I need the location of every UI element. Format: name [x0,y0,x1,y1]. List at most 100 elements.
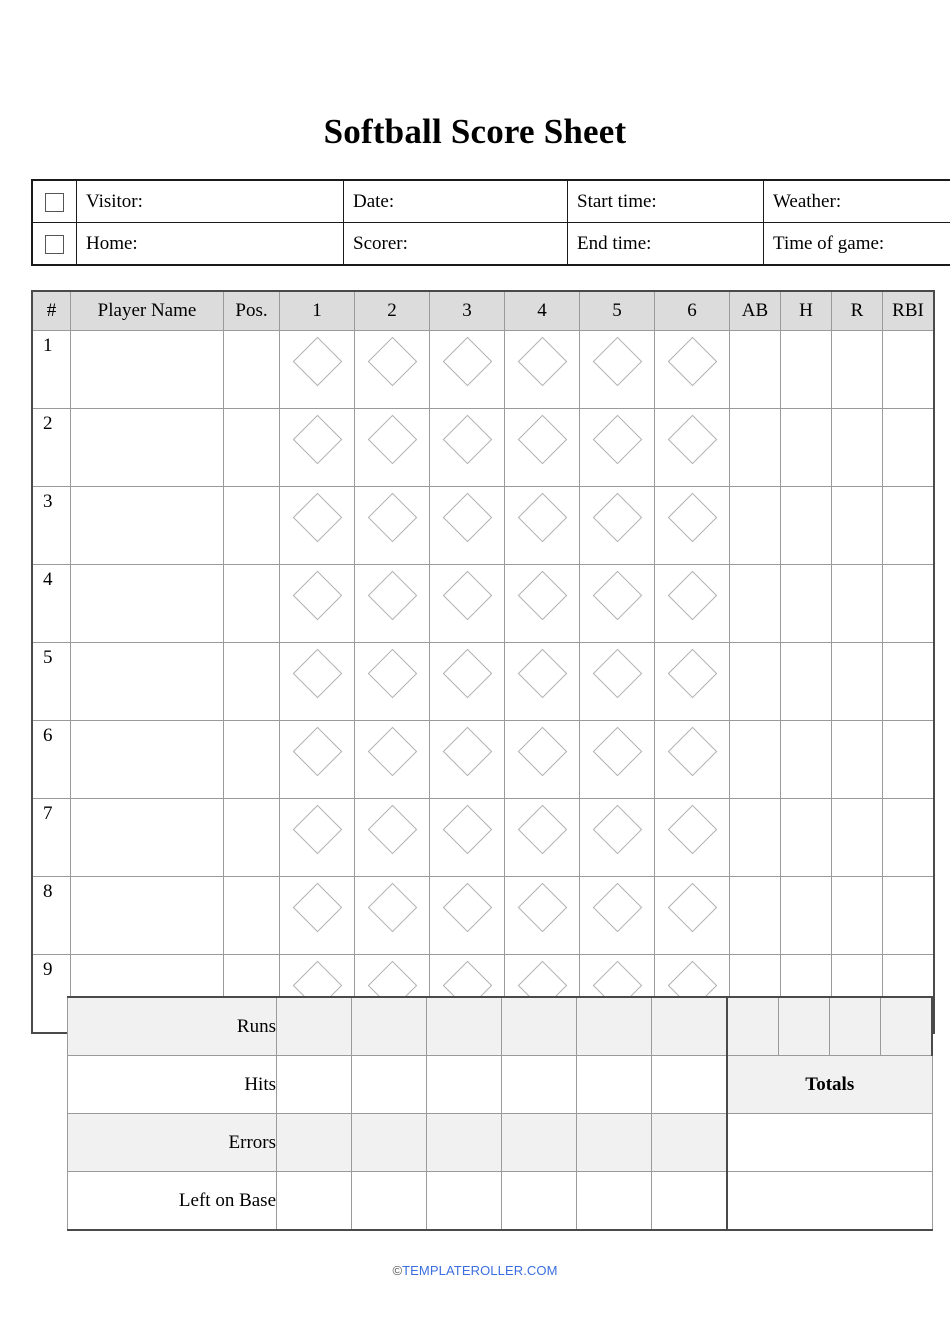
summary-runs-inning-2[interactable] [351,996,427,1056]
stat-cell-rbi[interactable] [882,876,935,955]
stat-cell-r[interactable] [831,564,883,643]
inning-cell-6[interactable] [654,642,730,721]
stat-cell-rbi[interactable] [882,798,935,877]
summary-runs-inning-6[interactable] [651,996,728,1056]
stat-cell-r[interactable] [831,330,883,409]
inning-cell-3[interactable] [429,798,505,877]
player-position-input[interactable] [223,486,280,565]
summary-runs-h[interactable] [778,996,830,1056]
summary-hits-inning-3[interactable] [426,1055,502,1114]
summary-lob-inning-6[interactable] [651,1171,728,1231]
stat-cell-rbi[interactable] [882,408,935,487]
stat-cell-rbi[interactable] [882,330,935,409]
stat-cell-rbi[interactable] [882,564,935,643]
visitor-checkbox-cell[interactable] [31,179,77,223]
time-of-game-field[interactable]: Time of game: [763,222,950,266]
stat-cell-ab[interactable] [729,798,781,877]
summary-runs-ab[interactable] [726,996,779,1056]
summary-errors-inning-6[interactable] [651,1113,728,1172]
player-position-input[interactable] [223,876,280,955]
stat-cell-r[interactable] [831,720,883,799]
summary-runs-inning-5[interactable] [576,996,652,1056]
summary-runs-r[interactable] [829,996,881,1056]
stat-cell-ab[interactable] [729,330,781,409]
summary-runs-inning-3[interactable] [426,996,502,1056]
inning-cell-3[interactable] [429,330,505,409]
inning-cell-1[interactable] [279,486,355,565]
stat-cell-r[interactable] [831,408,883,487]
inning-cell-4[interactable] [504,642,580,721]
summary-errors-inning-4[interactable] [501,1113,577,1172]
inning-cell-6[interactable] [654,408,730,487]
inning-cell-1[interactable] [279,330,355,409]
player-name-input[interactable] [70,408,224,487]
stat-cell-ab[interactable] [729,564,781,643]
inning-cell-4[interactable] [504,720,580,799]
player-name-input[interactable] [70,486,224,565]
inning-cell-3[interactable] [429,720,505,799]
inning-cell-2[interactable] [354,720,430,799]
inning-cell-1[interactable] [279,642,355,721]
inning-cell-2[interactable] [354,876,430,955]
summary-lob-inning-1[interactable] [276,1171,352,1231]
summary-errors-inning-1[interactable] [276,1113,352,1172]
stat-cell-rbi[interactable] [882,720,935,799]
footer-site-link[interactable]: TEMPLATEROLLER.COM [402,1263,558,1278]
stat-cell-h[interactable] [780,330,832,409]
stat-cell-r[interactable] [831,642,883,721]
inning-cell-5[interactable] [579,642,655,721]
stat-cell-r[interactable] [831,798,883,877]
inning-cell-3[interactable] [429,408,505,487]
home-field[interactable]: Home: [76,222,344,266]
stat-cell-h[interactable] [780,720,832,799]
summary-lob-inning-2[interactable] [351,1171,427,1231]
stat-cell-h[interactable] [780,642,832,721]
inning-cell-2[interactable] [354,408,430,487]
player-name-input[interactable] [70,564,224,643]
inning-cell-5[interactable] [579,330,655,409]
inning-cell-2[interactable] [354,330,430,409]
player-position-input[interactable] [223,408,280,487]
checkbox-home-icon[interactable] [45,234,64,254]
stat-cell-ab[interactable] [729,876,781,955]
stat-cell-h[interactable] [780,798,832,877]
summary-runs-inning-4[interactable] [501,996,577,1056]
inning-cell-5[interactable] [579,564,655,643]
stat-cell-h[interactable] [780,408,832,487]
checkbox-visitor-icon[interactable] [45,192,64,212]
start-time-field[interactable]: Start time: [567,179,764,223]
date-field[interactable]: Date: [343,179,568,223]
inning-cell-4[interactable] [504,486,580,565]
player-position-input[interactable] [223,642,280,721]
summary-errors-inning-2[interactable] [351,1113,427,1172]
player-name-input[interactable] [70,330,224,409]
inning-cell-2[interactable] [354,642,430,721]
inning-cell-5[interactable] [579,798,655,877]
end-time-field[interactable]: End time: [567,222,764,266]
summary-errors-inning-3[interactable] [426,1113,502,1172]
stat-cell-r[interactable] [831,876,883,955]
inning-cell-4[interactable] [504,408,580,487]
summary-lob-inning-4[interactable] [501,1171,577,1231]
inning-cell-3[interactable] [429,642,505,721]
scorer-field[interactable]: Scorer: [343,222,568,266]
inning-cell-6[interactable] [654,564,730,643]
stat-cell-ab[interactable] [729,486,781,565]
inning-cell-4[interactable] [504,564,580,643]
inning-cell-3[interactable] [429,876,505,955]
inning-cell-6[interactable] [654,876,730,955]
inning-cell-1[interactable] [279,720,355,799]
inning-cell-3[interactable] [429,486,505,565]
summary-lob-inning-5[interactable] [576,1171,652,1231]
stat-cell-ab[interactable] [729,408,781,487]
stat-cell-h[interactable] [780,876,832,955]
inning-cell-5[interactable] [579,720,655,799]
inning-cell-4[interactable] [504,798,580,877]
summary-hits-inning-2[interactable] [351,1055,427,1114]
visitor-field[interactable]: Visitor: [76,179,344,223]
player-position-input[interactable] [223,330,280,409]
inning-cell-3[interactable] [429,564,505,643]
player-name-input[interactable] [70,642,224,721]
summary-hits-inning-1[interactable] [276,1055,352,1114]
stat-cell-h[interactable] [780,486,832,565]
